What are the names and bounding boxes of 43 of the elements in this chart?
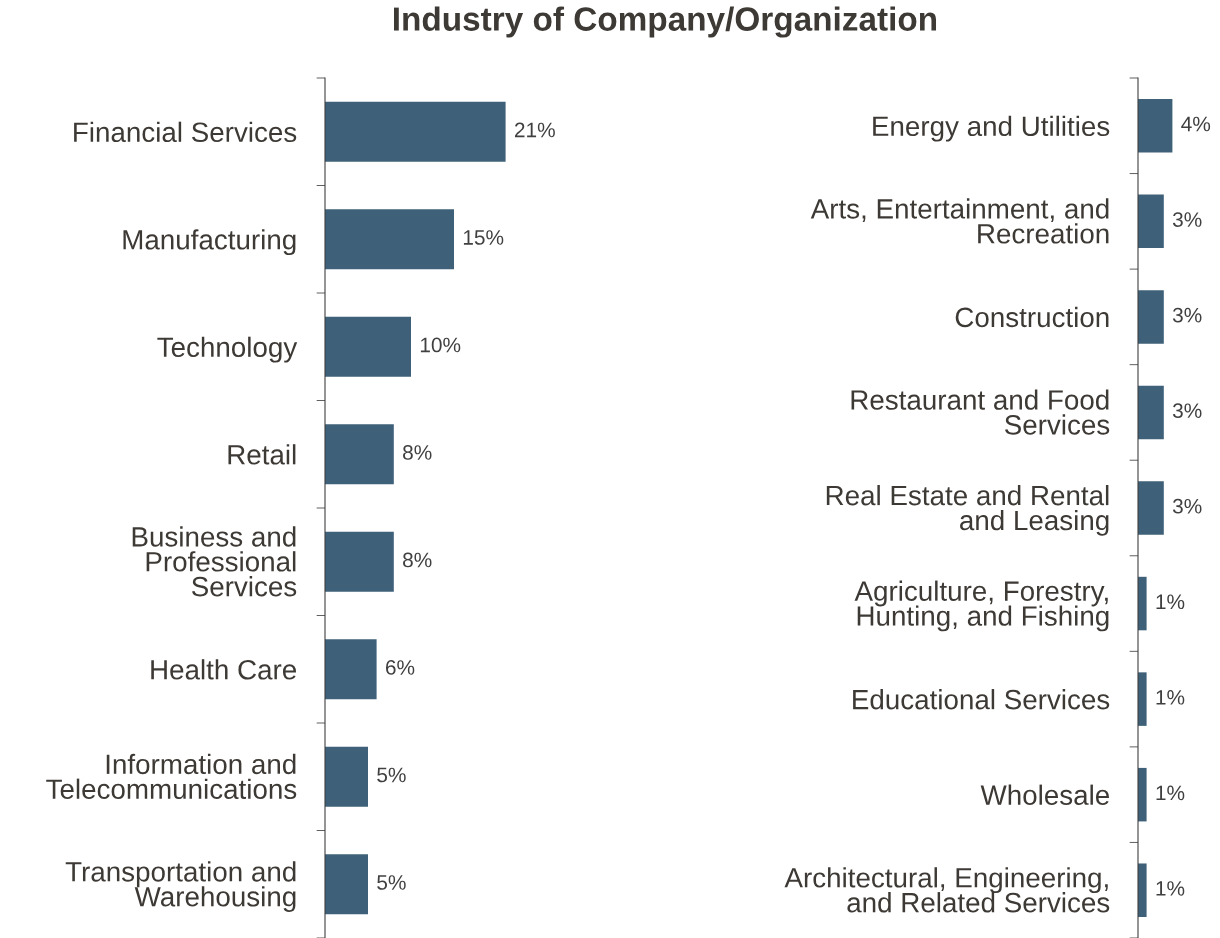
bar [325, 531, 394, 592]
data-label: 3% [1172, 403, 1202, 419]
y-tick-label: Manufacturing [123, 229, 296, 256]
text: Industry of Company/Organization [393, 6, 937, 38]
bar [325, 316, 411, 377]
data-label: 1% [1156, 594, 1185, 610]
bar [325, 101, 506, 162]
bar [325, 854, 368, 915]
data-label: 5% [377, 767, 406, 783]
data-label: 15% [463, 230, 504, 245]
data-label: 3% [1172, 307, 1202, 323]
data-label: 1% [1156, 881, 1185, 896]
data-label: 6% [385, 660, 415, 675]
data-label: 10% [420, 337, 461, 353]
y-tick-label: Construction [955, 306, 1109, 328]
y-tick-label: Arts, Entertainment, and Recreation [810, 198, 1109, 244]
data-label: 8% [403, 445, 432, 460]
y-tick-label: Financial Services [74, 121, 297, 143]
y-tick-label: Transportation and Warehousing [65, 861, 296, 913]
data-label: 8% [403, 552, 432, 568]
y-tick-label: Technology [157, 336, 298, 363]
bar [325, 746, 368, 807]
y-tick-label: Wholesale [980, 784, 1109, 806]
bar [325, 424, 394, 485]
bar [325, 639, 377, 700]
data-label: 3% [1172, 498, 1202, 514]
data-label: 4% [1181, 116, 1211, 132]
data-label: 3% [1172, 212, 1202, 227]
y-tick-label: Business and Professional Services [132, 526, 297, 597]
y-tick-label: Educational Services [853, 689, 1110, 710]
y-tick-label: Energy and Utilities [873, 115, 1110, 142]
y-tick-label: Architectural, Engineering, and Related Services [784, 867, 1110, 913]
bar [325, 209, 454, 270]
y-tick-label: Retail [228, 444, 296, 465]
y-tick-label: Restaurant and Food Services [851, 389, 1110, 435]
y-tick-label: Agriculture, Forestry, Hunting, and Fishing [854, 580, 1109, 632]
data-label: 1% [1156, 785, 1185, 801]
data-label: 5% [377, 875, 406, 890]
y-tick-label: Health Care [151, 659, 296, 680]
y-tick-label: Information and Telecommunications [46, 753, 297, 800]
y-tick-label: Real Estate and Rental and Leasing [826, 484, 1109, 536]
data-label: 21% [514, 122, 555, 138]
data-label: 1% [1156, 690, 1185, 705]
